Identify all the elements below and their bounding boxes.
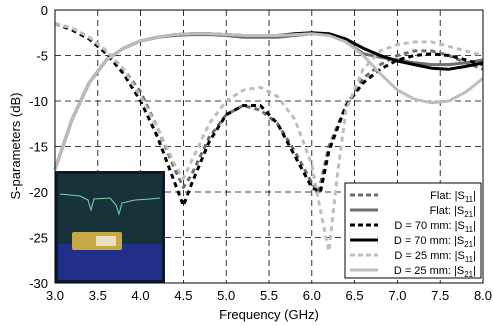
x-tick-label: 8.0 [474,288,492,303]
series-line-6 [53,32,484,170]
legend-label-subscript: 11 [465,255,474,264]
legend-label: D = 70 mm: |S11| [394,220,476,234]
legend-label-prefix: Flat: |S [430,190,465,202]
x-tick-labels: 3.0 3.5 4.0 4.5 5.0 5.5 6.0 6.5 7.0 7.5 8.0 [46,288,492,303]
y-tick-label: -10 [29,94,48,109]
series-line-3 [54,22,484,208]
x-tick-label: 7.5 [431,288,449,303]
legend-label-subscript: 21 [464,270,473,279]
series-layer [53,22,484,253]
legend-label: D = 25 mm: |S21| [394,265,476,279]
legend-label-prefix: D = 25 mm: |S [394,250,464,262]
y-tick-label: -15 [29,140,48,155]
legend-label: Flat: |S21| [430,205,476,219]
legend-label-suffix: | [473,250,476,262]
legend-label-suffix: | [473,190,476,202]
legend-label-subscript: 21 [464,240,473,249]
legend-label: D = 25 mm: |S11| [394,250,476,264]
inset-photo [55,171,165,283]
legend-box [344,182,482,279]
x-tick-label: 7.0 [388,288,406,303]
x-tick-label: 4.0 [132,288,150,303]
legend-label-subscript: 11 [465,195,474,204]
legend-label: Flat: |S11| [430,190,476,204]
x-tick-label: 6.5 [346,288,364,303]
axes [54,9,484,284]
y-axis-title: S-parameters (dB) [8,93,23,200]
legend-label-suffix: | [473,220,476,232]
y-tick-label: -5 [36,49,48,64]
x-tick-label: 3.0 [46,288,64,303]
legend-label-prefix: D = 70 mm: |S [394,220,464,232]
legend-label-suffix: | [473,205,476,217]
legend-label-subscript: 21 [464,210,473,219]
legend-label-prefix: D = 25 mm: |S [394,265,464,277]
x-tick-label: 4.5 [174,288,192,303]
legend-label-suffix: | [473,265,476,277]
y-tick-label: -20 [29,185,48,200]
legend: Flat: |S11|Flat: |S21|D = 70 mm: |S11|D … [344,182,482,279]
series-line-1 [54,22,484,194]
x-tick-label: 5.0 [217,288,235,303]
x-tick-label: 3.5 [89,288,107,303]
x-tick-label: 6.0 [303,288,321,303]
legend-label: D = 70 mm: |S21| [394,235,476,249]
x-axis-title: Frequency (GHz) [219,307,319,322]
x-tick-label: 5.5 [260,288,278,303]
legend-label-prefix: D = 70 mm: |S [394,235,464,247]
legend-label-suffix: | [473,235,476,247]
series-line-5 [54,22,484,253]
y-tick-label: -30 [29,276,48,291]
vna-trace [59,193,161,216]
y-tick-label: 0 [41,3,48,18]
legend-label-subscript: 11 [465,225,474,234]
legend-label-prefix: Flat: |S [430,205,465,217]
y-tick-labels: 0 -5 -10 -15 -20 -25 -30 [29,3,48,291]
plot-frame [54,9,484,284]
antenna-feed [96,236,116,246]
y-tick-label: -25 [29,231,48,246]
